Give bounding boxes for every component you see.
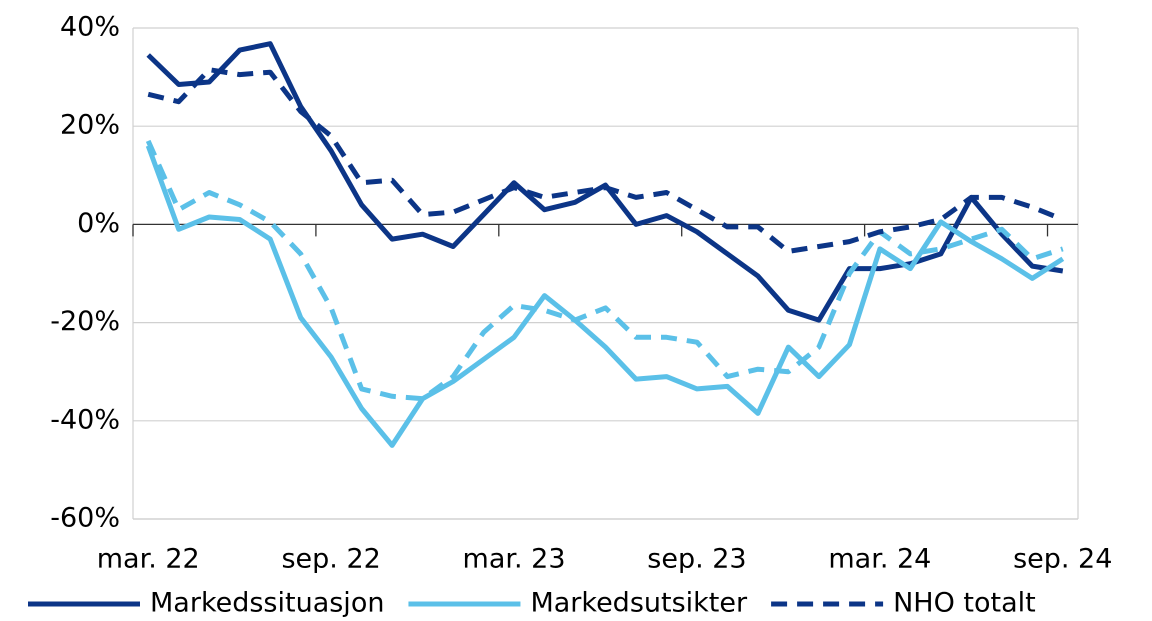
x-tick-label: sep. 24	[1013, 544, 1112, 575]
y-tick-label: 40%	[60, 12, 120, 43]
x-tick-label: mar. 23	[463, 544, 566, 575]
y-tick-label: 0%	[77, 208, 120, 239]
series-line	[147, 67, 1064, 254]
legend-label: Markedsutsikter	[530, 588, 748, 619]
x-tick-label: mar. 24	[828, 544, 931, 575]
y-tick-label: -60%	[50, 503, 120, 534]
legend-label: NHO totalt	[893, 588, 1036, 619]
x-tick-label: mar. 22	[97, 544, 200, 575]
series-line	[145, 144, 1065, 448]
y-tick-label: -40%	[50, 404, 120, 435]
y-tick-label: -20%	[50, 306, 120, 337]
y-tick-label: 20%	[60, 110, 120, 141]
series-line	[145, 139, 1064, 402]
series-line	[146, 41, 1064, 323]
x-tick-label: sep. 22	[281, 544, 380, 575]
legend-label: Markedssituasjon	[150, 588, 384, 619]
x-tick-label: sep. 23	[647, 544, 746, 575]
